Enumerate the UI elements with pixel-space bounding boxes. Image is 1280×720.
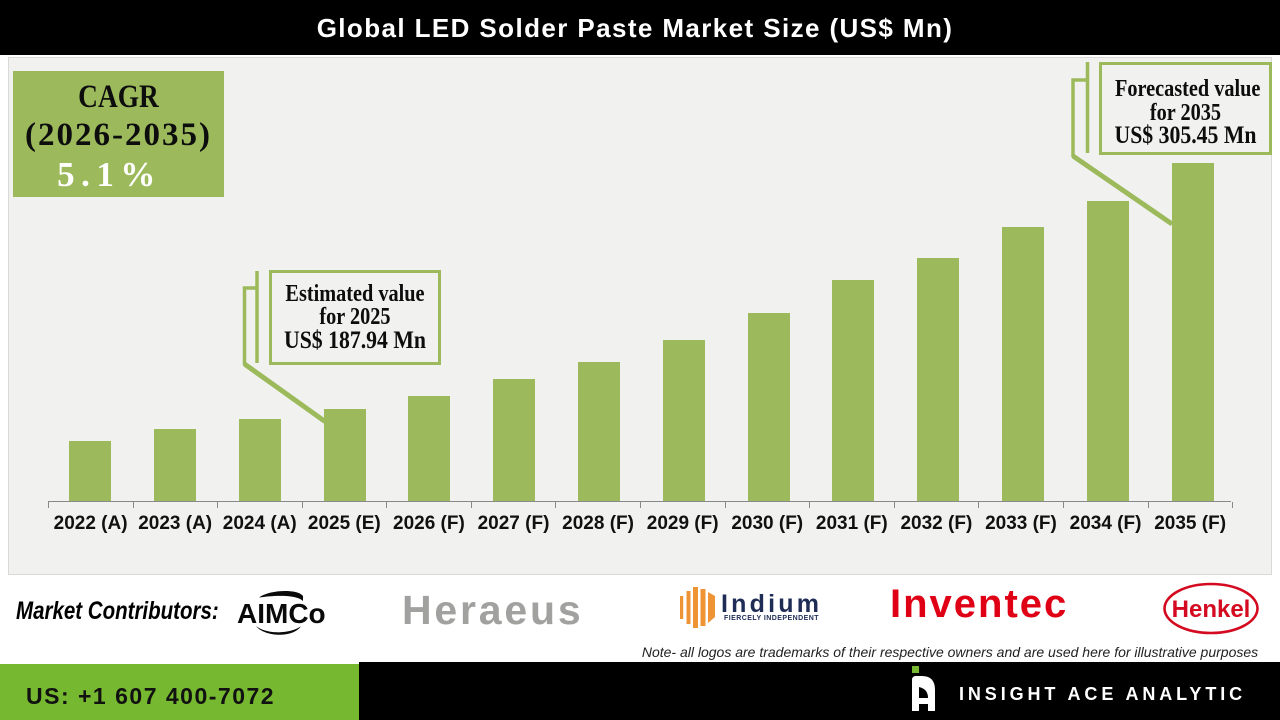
svg-text:Henkel: Henkel (1172, 596, 1251, 623)
